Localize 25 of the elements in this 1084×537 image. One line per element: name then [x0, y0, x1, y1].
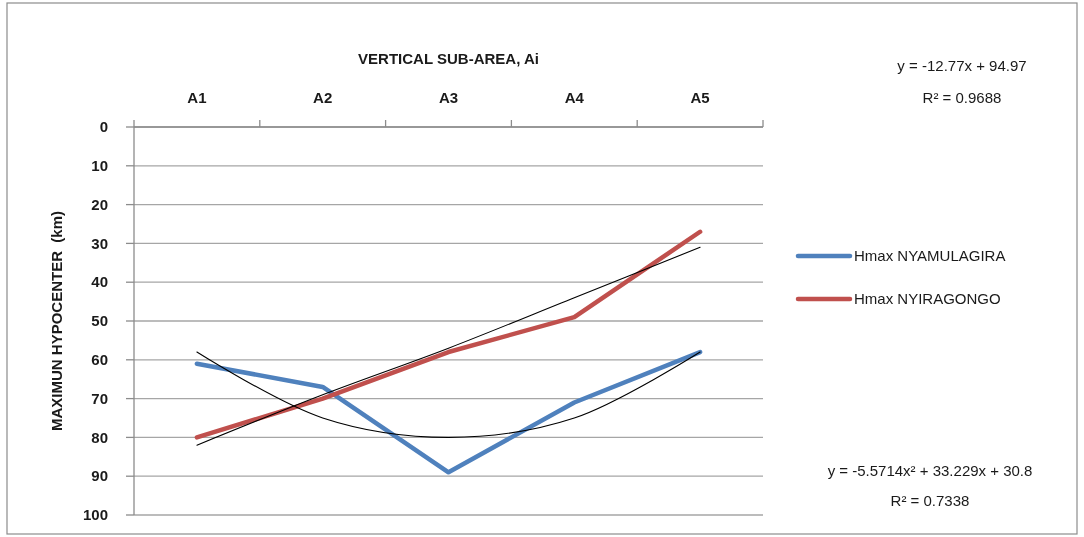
legend-label: Hmax NYAMULAGIRA [854, 247, 1006, 265]
y-tick-label: 40 [91, 273, 108, 291]
x-tick-label: A1 [187, 89, 207, 106]
y-tick-label: 60 [91, 351, 108, 369]
y-tick-label: 50 [91, 312, 108, 330]
text: y = -12.77x + 94.97 [897, 57, 1027, 74]
y-tick-label: 0 [99, 118, 108, 136]
text: R² = 0.9688 [922, 89, 1002, 106]
y-tick-label: 20 [91, 195, 108, 213]
text: y = -5.5714x² + 33.229x + 30.8 [827, 462, 1033, 479]
line-series [194, 349, 703, 475]
y-tick-label: 10 [91, 157, 108, 175]
x-tick-label: A5 [690, 89, 710, 106]
y-tick-label: 70 [91, 389, 108, 407]
x-axis-title: VERTICAL SUB-AREA, Ai [358, 50, 539, 67]
text: R² = 0.7338 [890, 492, 970, 509]
y-tick-label: 100 [82, 506, 108, 524]
x-tick-label: A4 [564, 89, 585, 106]
y-tick-label: 30 [91, 234, 108, 252]
y-tick-label: 80 [91, 428, 108, 446]
legend-label: Hmax NYIRAGONGO [854, 290, 1001, 308]
y-tick-label: 90 [91, 467, 108, 485]
x-tick-label: A2 [313, 89, 333, 106]
y-axis-title: MAXIMUN HYPOCENTER (km) [48, 210, 65, 432]
x-tick-label: A3 [438, 89, 459, 106]
